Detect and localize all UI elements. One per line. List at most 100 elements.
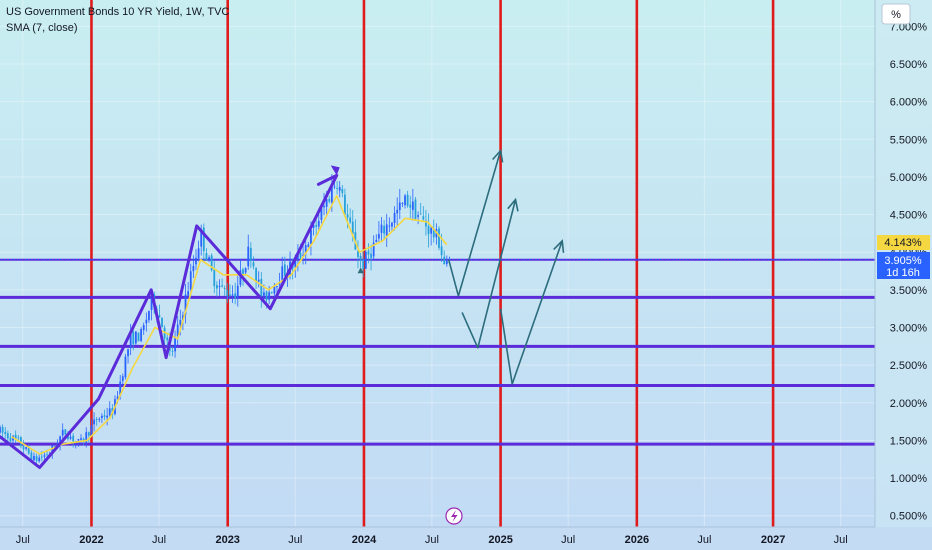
candle-body bbox=[268, 292, 271, 300]
candle-body bbox=[419, 213, 422, 215]
current-price-label: 3.905% 1d 16h bbox=[877, 252, 930, 279]
candle-body bbox=[255, 268, 257, 282]
candle-body bbox=[236, 285, 239, 298]
candle-body bbox=[197, 248, 200, 259]
x-tick-label: 2022 bbox=[79, 534, 103, 546]
unit-label: % bbox=[891, 9, 901, 21]
candle-body bbox=[95, 418, 98, 421]
candle-body bbox=[249, 248, 252, 261]
y-tick-label: 3.500% bbox=[890, 285, 928, 297]
candle-body bbox=[351, 221, 354, 235]
projection-path[interactable] bbox=[499, 240, 563, 385]
candle-body bbox=[265, 291, 268, 301]
current-price-text: 3.905% bbox=[884, 255, 922, 267]
candle-body bbox=[56, 443, 59, 445]
indicator-label[interactable]: SMA (7, close) bbox=[6, 22, 78, 34]
candle-body bbox=[103, 415, 106, 417]
candle-body bbox=[142, 325, 145, 331]
candle-body bbox=[218, 286, 221, 287]
candle-body bbox=[406, 194, 409, 206]
candle-body bbox=[148, 311, 150, 321]
candle-body bbox=[304, 245, 307, 254]
candle-body bbox=[362, 259, 365, 269]
x-tick-label: 2027 bbox=[761, 534, 785, 546]
candle-body bbox=[341, 188, 344, 193]
candle-body bbox=[1, 426, 4, 433]
x-tick-label: Jul bbox=[152, 534, 166, 546]
candle-body bbox=[432, 228, 435, 238]
candle-body bbox=[411, 201, 414, 210]
x-tick-label: Jul bbox=[425, 534, 439, 546]
projection-path[interactable] bbox=[447, 150, 502, 297]
zigzag-layer[interactable] bbox=[0, 165, 340, 469]
candle-body bbox=[252, 262, 255, 267]
candle-body bbox=[25, 447, 28, 449]
x-tick-label: Jul bbox=[561, 534, 575, 546]
horizontal-levels[interactable] bbox=[0, 258, 875, 446]
x-tick-label: 2025 bbox=[488, 534, 512, 546]
candle-body bbox=[215, 285, 218, 289]
candle-body bbox=[317, 220, 320, 227]
candle-body bbox=[77, 439, 80, 441]
candle-body bbox=[140, 329, 143, 341]
candle-body bbox=[357, 251, 359, 257]
candle-body bbox=[270, 292, 273, 294]
candle-body bbox=[330, 186, 333, 203]
candle-body bbox=[30, 452, 33, 461]
candle-body bbox=[166, 337, 169, 341]
y-tick-label: 5.500% bbox=[890, 134, 928, 146]
candle-body bbox=[328, 198, 331, 202]
candle-body bbox=[4, 431, 7, 434]
candle-body bbox=[69, 436, 72, 439]
candle-body bbox=[213, 269, 216, 287]
sma-value-text: 4.143% bbox=[884, 237, 922, 249]
candle-body bbox=[67, 435, 69, 440]
x-tick-label: 2023 bbox=[215, 534, 239, 546]
candle-body bbox=[445, 260, 448, 265]
candle-body bbox=[46, 454, 48, 456]
candle-body bbox=[367, 250, 370, 255]
candle-body bbox=[226, 290, 229, 296]
candle-body bbox=[260, 279, 263, 297]
candle-body bbox=[299, 252, 302, 258]
y-tick-label: 4.500% bbox=[890, 210, 928, 222]
candle-body bbox=[257, 279, 260, 282]
candle-body bbox=[372, 242, 375, 257]
y-tick-label: 3.000% bbox=[890, 322, 928, 334]
time-axis-area[interactable] bbox=[0, 527, 932, 550]
candle-body bbox=[200, 229, 203, 247]
chart-title[interactable]: US Government Bonds 10 YR Yield, 1W, TVC bbox=[6, 6, 229, 18]
candle-body bbox=[27, 447, 30, 454]
candle-body bbox=[307, 244, 310, 248]
y-tick-label: 5.000% bbox=[890, 172, 928, 184]
zigzag-line[interactable] bbox=[0, 173, 339, 469]
candle-body bbox=[35, 456, 38, 461]
projection-layer[interactable] bbox=[357, 148, 565, 385]
candle-body bbox=[383, 226, 386, 234]
y-tick-label: 2.000% bbox=[890, 398, 928, 410]
candle-body bbox=[401, 202, 404, 204]
projection-path[interactable] bbox=[461, 199, 517, 349]
candle-body bbox=[106, 415, 109, 418]
candle-body bbox=[43, 455, 46, 457]
candle-body bbox=[134, 331, 137, 344]
candle-body bbox=[364, 251, 367, 269]
projection-arrowhead bbox=[507, 197, 519, 212]
candle-body bbox=[440, 246, 443, 256]
unit-button[interactable]: % bbox=[881, 3, 911, 25]
candle-body bbox=[158, 315, 161, 318]
y-tick-label: 6.000% bbox=[890, 97, 928, 109]
candle-body bbox=[263, 292, 265, 296]
sma-line bbox=[11, 194, 448, 455]
price-axis-ticks: 7.000%6.500%6.000%5.500%5.000%4.500%4.00… bbox=[890, 21, 928, 522]
candle-body bbox=[312, 224, 315, 228]
candle-body bbox=[302, 254, 305, 257]
candle-body bbox=[359, 255, 362, 261]
candle-body bbox=[210, 255, 213, 271]
lightning-button[interactable] bbox=[445, 507, 463, 525]
candle-body bbox=[129, 333, 132, 349]
candle-body bbox=[414, 199, 417, 220]
candle-body bbox=[127, 349, 129, 357]
candle-body bbox=[179, 319, 182, 325]
